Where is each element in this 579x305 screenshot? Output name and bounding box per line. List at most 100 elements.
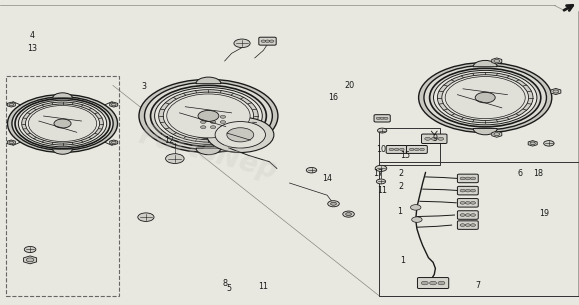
Circle shape xyxy=(471,189,475,192)
Circle shape xyxy=(466,214,470,216)
Text: 19: 19 xyxy=(539,209,549,218)
Circle shape xyxy=(376,179,386,184)
Circle shape xyxy=(442,75,529,120)
Text: 1: 1 xyxy=(397,207,402,217)
Circle shape xyxy=(151,85,266,146)
Circle shape xyxy=(460,177,465,180)
Circle shape xyxy=(494,59,500,63)
Circle shape xyxy=(227,128,254,142)
Polygon shape xyxy=(492,58,502,64)
Circle shape xyxy=(21,102,104,145)
Circle shape xyxy=(220,115,226,118)
Text: 16: 16 xyxy=(328,93,339,102)
Circle shape xyxy=(380,117,384,120)
Circle shape xyxy=(26,258,34,262)
FancyBboxPatch shape xyxy=(457,221,478,229)
Circle shape xyxy=(471,202,475,204)
Text: 10: 10 xyxy=(376,145,386,154)
Circle shape xyxy=(234,39,250,48)
FancyBboxPatch shape xyxy=(406,145,427,153)
Text: 14: 14 xyxy=(322,174,332,183)
Circle shape xyxy=(460,189,465,192)
FancyBboxPatch shape xyxy=(386,145,407,153)
Wedge shape xyxy=(196,77,221,84)
Circle shape xyxy=(400,148,404,151)
Circle shape xyxy=(445,77,525,119)
Circle shape xyxy=(544,141,554,146)
Circle shape xyxy=(466,224,470,226)
Circle shape xyxy=(466,189,470,192)
Text: 6: 6 xyxy=(518,169,522,178)
Circle shape xyxy=(437,72,533,123)
Circle shape xyxy=(438,281,445,285)
Circle shape xyxy=(265,40,270,42)
Circle shape xyxy=(159,90,258,142)
Circle shape xyxy=(166,154,184,163)
Circle shape xyxy=(25,104,100,143)
Circle shape xyxy=(420,148,424,151)
Circle shape xyxy=(389,148,394,151)
Text: 9: 9 xyxy=(433,134,438,143)
Circle shape xyxy=(28,106,97,142)
Circle shape xyxy=(466,202,470,204)
Circle shape xyxy=(24,246,36,253)
Circle shape xyxy=(409,148,414,151)
Circle shape xyxy=(471,224,475,226)
Circle shape xyxy=(181,105,245,139)
Circle shape xyxy=(471,177,475,180)
Circle shape xyxy=(167,94,250,138)
Circle shape xyxy=(376,117,380,120)
Circle shape xyxy=(200,115,206,118)
FancyBboxPatch shape xyxy=(374,115,390,122)
Circle shape xyxy=(424,65,547,130)
Circle shape xyxy=(210,126,216,129)
Text: 5: 5 xyxy=(226,284,231,293)
FancyBboxPatch shape xyxy=(457,211,478,219)
Text: 12: 12 xyxy=(164,136,174,145)
FancyBboxPatch shape xyxy=(417,278,449,289)
Circle shape xyxy=(375,165,387,171)
Wedge shape xyxy=(196,148,221,155)
Circle shape xyxy=(200,126,206,129)
Circle shape xyxy=(198,110,219,121)
Text: 17: 17 xyxy=(373,169,384,178)
Circle shape xyxy=(394,148,399,151)
Circle shape xyxy=(378,128,387,133)
Circle shape xyxy=(200,120,206,124)
Circle shape xyxy=(111,103,116,106)
Circle shape xyxy=(419,63,552,133)
Circle shape xyxy=(145,82,272,149)
Circle shape xyxy=(111,141,116,144)
Bar xyxy=(379,128,440,165)
Circle shape xyxy=(210,120,216,124)
FancyBboxPatch shape xyxy=(457,199,478,207)
Circle shape xyxy=(430,281,437,285)
Circle shape xyxy=(306,167,317,173)
Circle shape xyxy=(220,126,226,129)
Circle shape xyxy=(343,211,354,217)
Circle shape xyxy=(331,202,336,205)
Wedge shape xyxy=(473,60,497,67)
Circle shape xyxy=(138,213,154,221)
Polygon shape xyxy=(8,140,15,145)
Text: 15: 15 xyxy=(400,151,411,160)
Text: 18: 18 xyxy=(533,169,544,178)
Text: PartsNep: PartsNep xyxy=(136,120,281,185)
Circle shape xyxy=(9,141,14,144)
Circle shape xyxy=(155,88,262,144)
Circle shape xyxy=(163,92,254,140)
Circle shape xyxy=(19,100,107,147)
Circle shape xyxy=(422,281,428,285)
Circle shape xyxy=(220,120,226,124)
Wedge shape xyxy=(53,93,72,98)
FancyBboxPatch shape xyxy=(457,174,478,183)
Circle shape xyxy=(12,97,113,150)
Circle shape xyxy=(494,133,500,136)
Circle shape xyxy=(215,121,265,148)
Circle shape xyxy=(269,40,274,42)
Circle shape xyxy=(438,137,444,140)
Text: 3: 3 xyxy=(141,82,146,92)
Text: 11: 11 xyxy=(258,282,269,291)
Wedge shape xyxy=(473,128,497,135)
Polygon shape xyxy=(24,256,36,264)
